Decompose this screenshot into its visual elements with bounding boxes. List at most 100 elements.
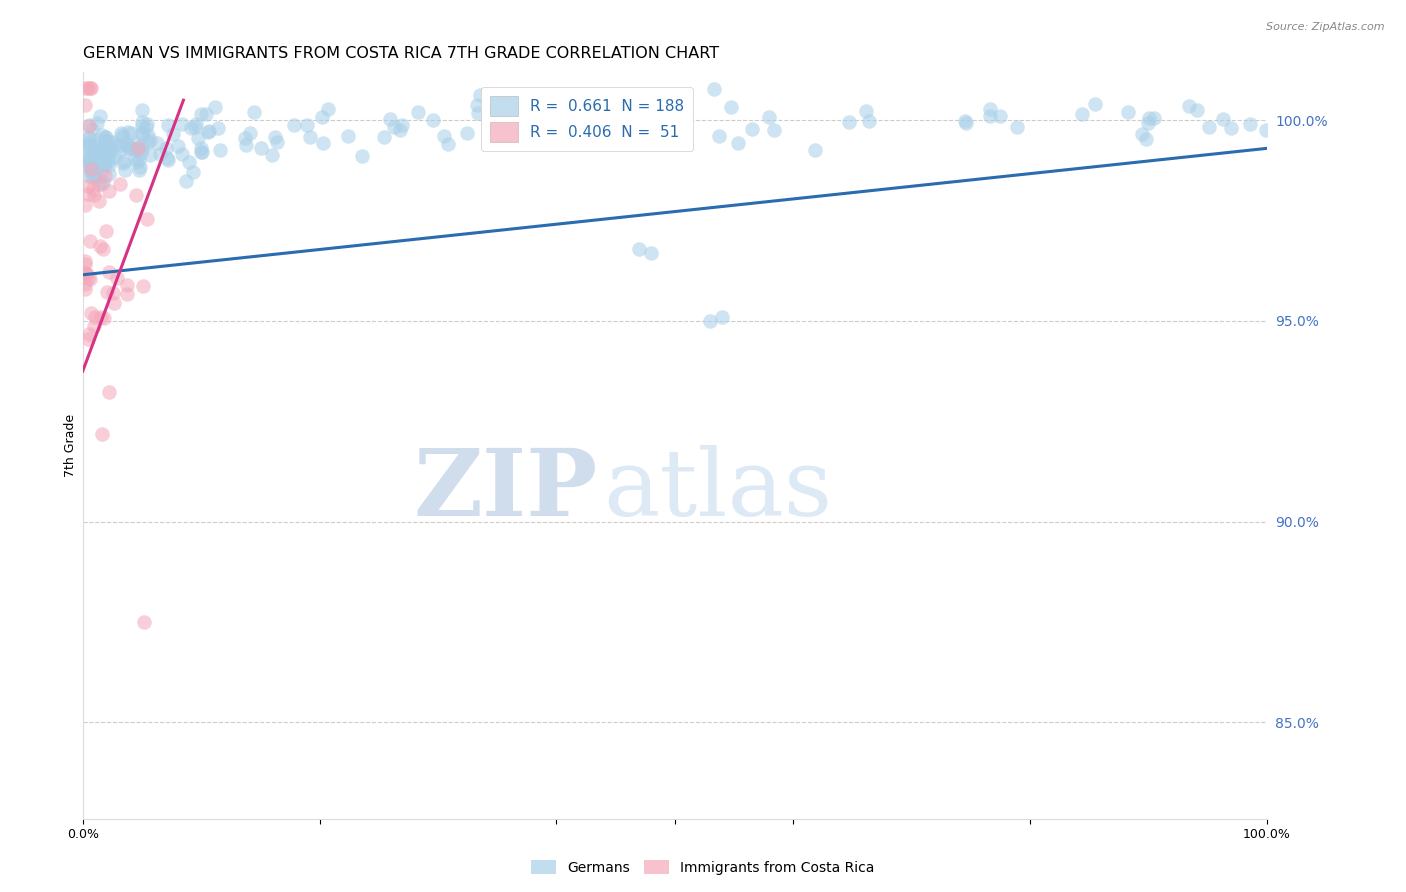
- Point: [262, 148, 284, 162]
- Point: [468, 88, 491, 103]
- Point: [1070, 107, 1092, 121]
- Point: [93, 159, 115, 173]
- Point: [953, 114, 976, 128]
- Point: [146, 136, 169, 151]
- Point: [90, 155, 112, 169]
- Point: [89, 194, 111, 208]
- Point: [197, 125, 219, 139]
- Point: [94, 133, 117, 147]
- Point: [87, 133, 110, 147]
- Point: [264, 130, 287, 145]
- Point: [311, 110, 333, 124]
- Point: [101, 135, 124, 149]
- Point: [80, 122, 103, 136]
- Point: [75, 265, 97, 279]
- Point: [77, 169, 100, 183]
- Point: [84, 159, 107, 173]
- Point: [131, 103, 153, 117]
- Point: [120, 126, 142, 140]
- Text: Source: ZipAtlas.com: Source: ZipAtlas.com: [1267, 22, 1385, 32]
- Point: [537, 120, 560, 134]
- Point: [96, 136, 118, 151]
- Point: [90, 426, 112, 441]
- Point: [190, 145, 212, 159]
- Point: [82, 169, 104, 184]
- Point: [83, 188, 105, 202]
- Point: [83, 167, 105, 181]
- Point: [101, 286, 124, 301]
- Point: [77, 157, 100, 171]
- Point: [569, 120, 592, 134]
- Point: [96, 146, 118, 161]
- Point: [89, 109, 111, 123]
- Point: [103, 296, 125, 310]
- Point: [166, 139, 188, 153]
- Point: [283, 119, 305, 133]
- Point: [1178, 99, 1201, 113]
- Point: [1220, 121, 1243, 136]
- Point: [110, 126, 132, 140]
- Point: [174, 174, 197, 188]
- Point: [131, 115, 153, 129]
- Point: [93, 129, 115, 144]
- Point: [89, 139, 111, 153]
- Point: [83, 145, 105, 160]
- Point: [1198, 120, 1220, 135]
- Point: [77, 135, 100, 149]
- Point: [107, 144, 129, 158]
- Point: [235, 138, 257, 153]
- Point: [79, 81, 101, 95]
- Point: [838, 115, 860, 129]
- Point: [91, 175, 114, 189]
- Point: [156, 151, 179, 165]
- Point: [125, 154, 148, 169]
- Point: [170, 117, 193, 131]
- Point: [79, 153, 101, 168]
- Point: [1136, 116, 1159, 130]
- Point: [207, 120, 229, 135]
- Point: [373, 130, 395, 145]
- Point: [98, 265, 121, 279]
- Point: [77, 130, 100, 145]
- Point: [297, 119, 319, 133]
- Point: [187, 131, 209, 145]
- Point: [91, 162, 114, 177]
- Point: [98, 185, 121, 199]
- Point: [77, 150, 100, 164]
- Point: [98, 153, 121, 168]
- Point: [499, 133, 522, 147]
- Point: [94, 135, 117, 149]
- Point: [77, 153, 100, 167]
- Point: [131, 138, 153, 153]
- Point: [190, 141, 212, 155]
- Point: [125, 136, 148, 150]
- Point: [586, 123, 609, 137]
- Point: [75, 98, 97, 112]
- Point: [75, 81, 97, 95]
- Point: [86, 115, 108, 129]
- Point: [988, 109, 1011, 123]
- Point: [94, 136, 117, 151]
- Point: [111, 130, 134, 145]
- Point: [77, 137, 100, 152]
- Point: [711, 310, 734, 324]
- Point: [1130, 127, 1153, 141]
- Point: [955, 116, 977, 130]
- Point: [149, 146, 172, 161]
- Text: atlas: atlas: [603, 445, 832, 535]
- Point: [98, 385, 121, 400]
- Point: [191, 145, 214, 160]
- Point: [136, 117, 159, 131]
- Point: [195, 107, 218, 121]
- Legend: R =  0.661  N = 188, R =  0.406  N =  51: R = 0.661 N = 188, R = 0.406 N = 51: [481, 87, 693, 151]
- Point: [157, 153, 180, 167]
- Point: [80, 306, 103, 320]
- Point: [98, 167, 121, 181]
- Point: [456, 126, 478, 140]
- Point: [84, 169, 107, 184]
- Point: [298, 130, 321, 145]
- Point: [1135, 132, 1157, 146]
- Point: [77, 120, 100, 134]
- Point: [75, 257, 97, 271]
- Point: [75, 254, 97, 268]
